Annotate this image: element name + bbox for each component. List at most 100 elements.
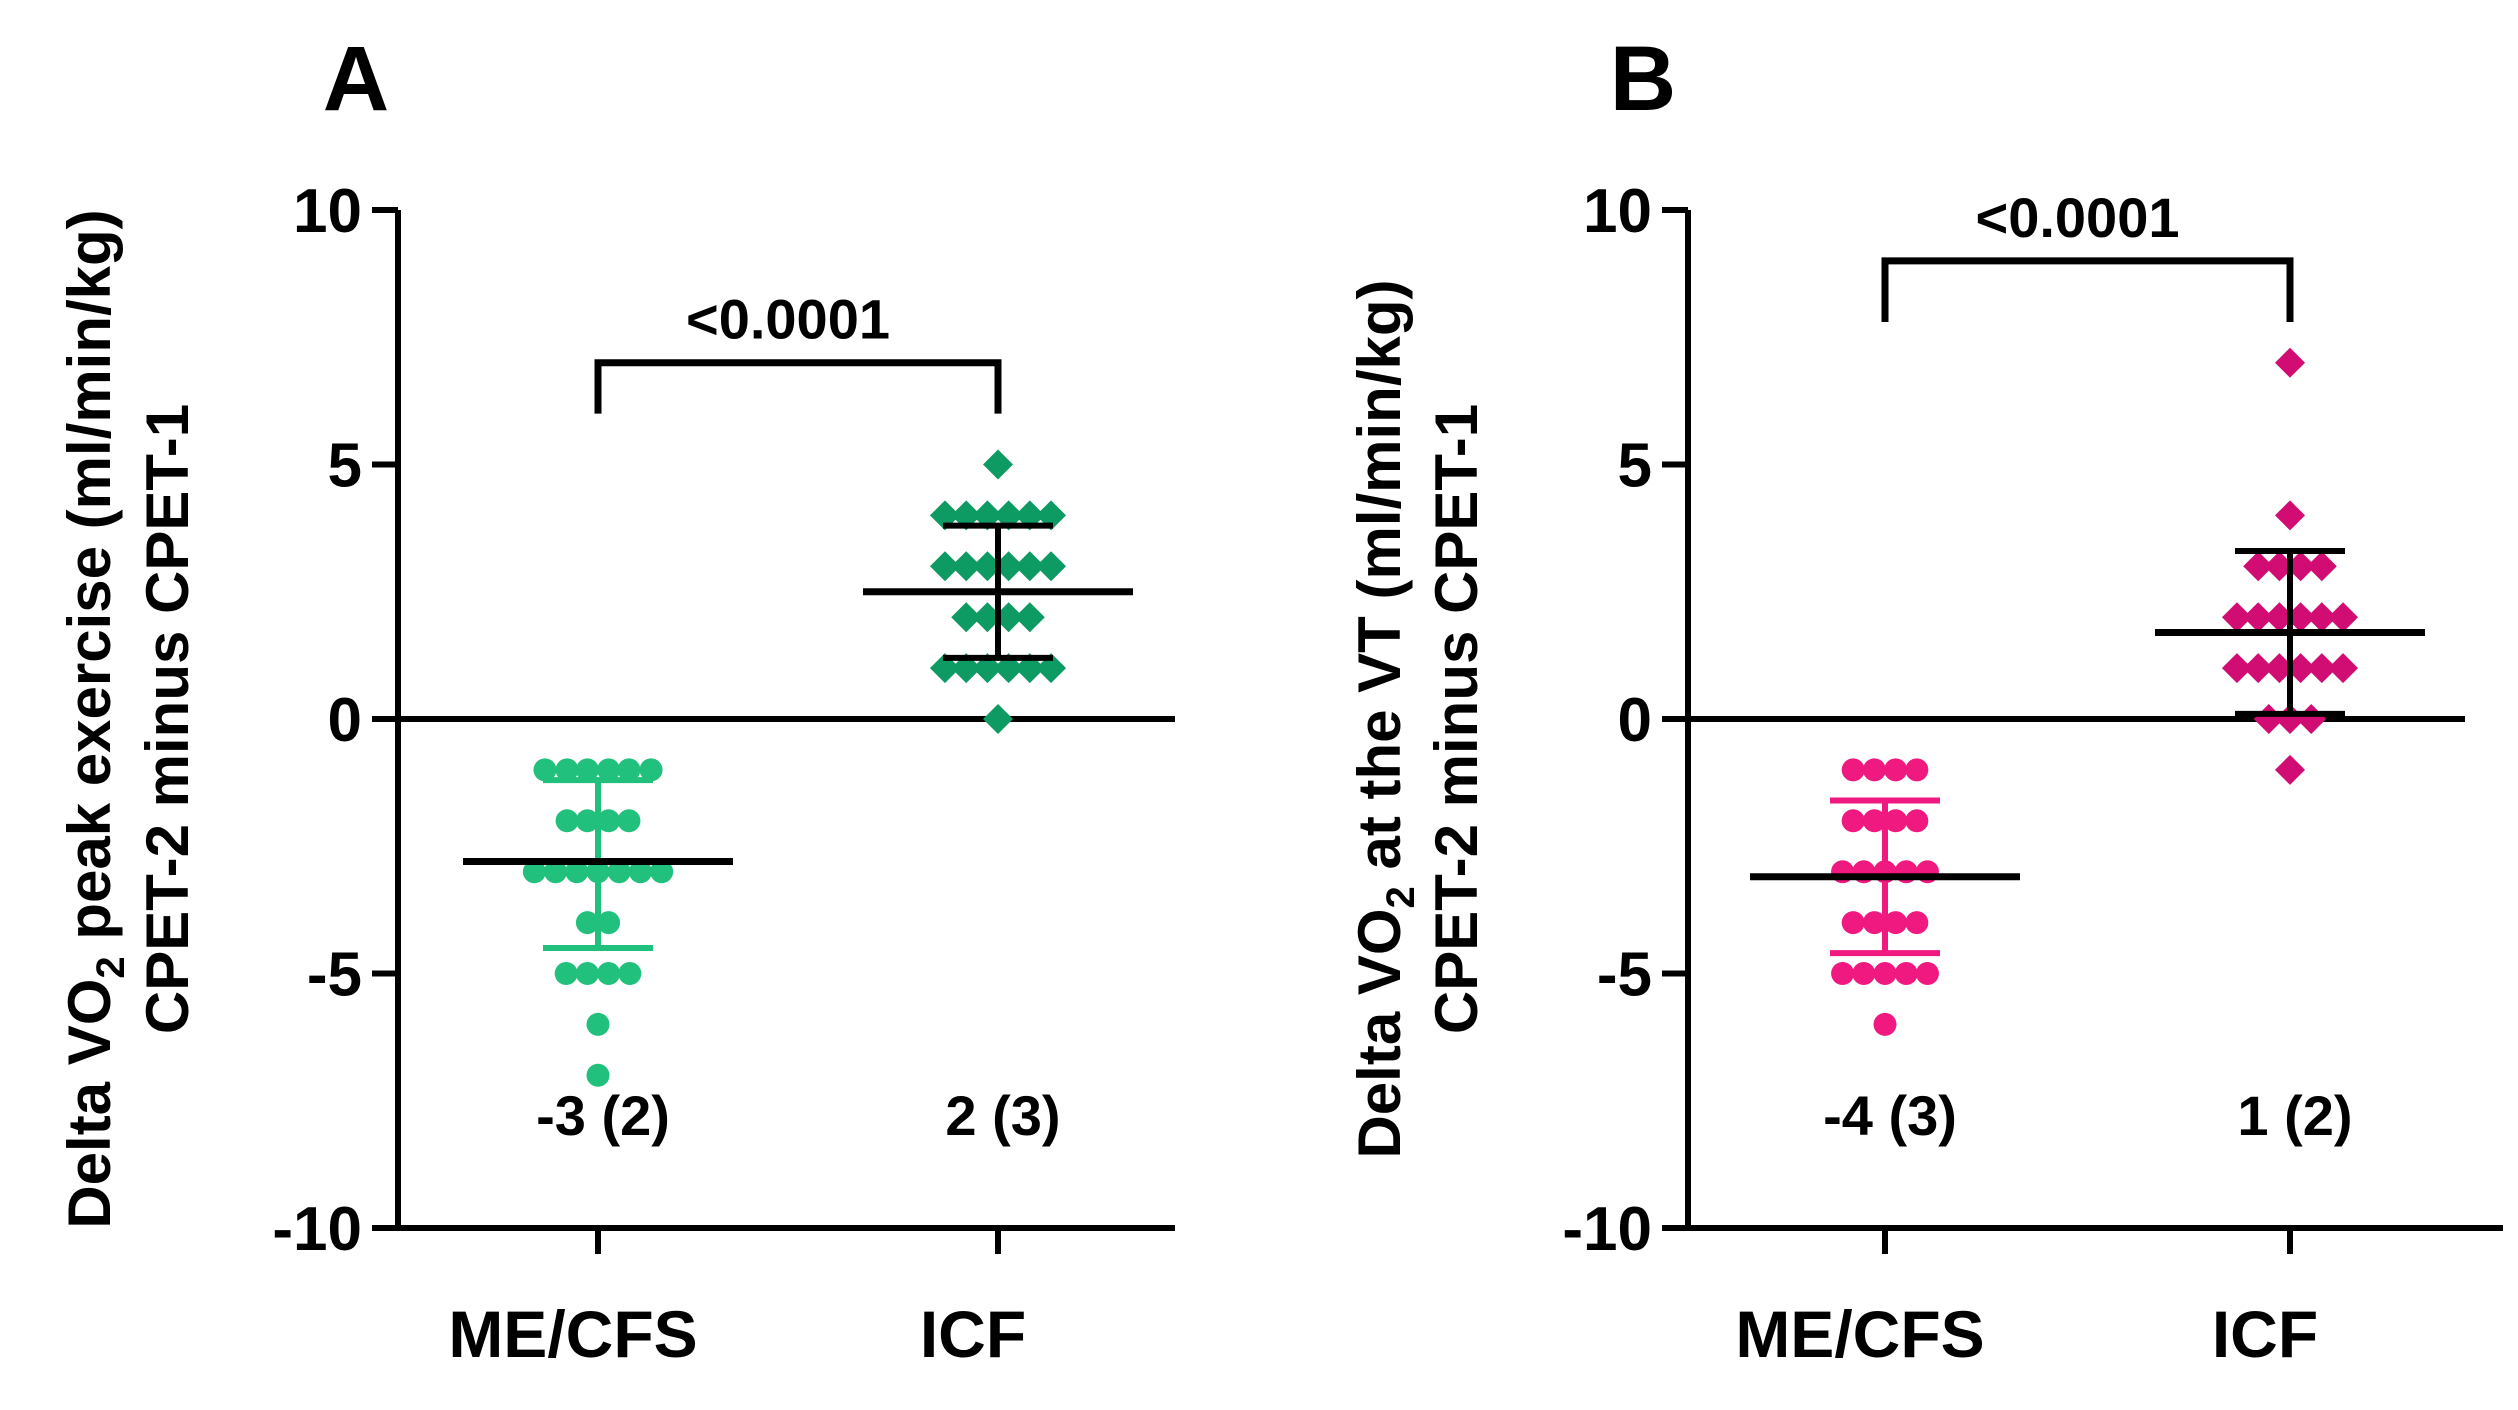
y-tick-label: 5 [328, 432, 362, 501]
data-point [1884, 809, 1908, 833]
data-point [972, 602, 1003, 633]
data-point [929, 551, 960, 582]
data-point [597, 758, 621, 782]
data-point [554, 962, 578, 985]
y-tick-label: 10 [1583, 177, 1652, 246]
data-point [951, 602, 982, 633]
data-point [628, 860, 652, 884]
x-category-label: ICF [2212, 1297, 2318, 1371]
data-point [650, 860, 674, 884]
data-point [586, 1063, 610, 1087]
data-point [1884, 758, 1908, 782]
panel-letter: B [1610, 28, 1676, 130]
data-point [1915, 962, 1939, 985]
data-point [1831, 962, 1855, 985]
data-point [983, 449, 1013, 480]
data-point [1014, 602, 1045, 633]
data-point [2264, 602, 2295, 633]
data-point [2296, 704, 2327, 734]
y-axis-title-line-1: Delta VO2 peak exercise (ml/min/kg) [56, 209, 133, 1228]
data-point [1852, 962, 1876, 985]
y-axis-title-subscript: 2 [1379, 886, 1423, 908]
data-point [993, 551, 1024, 582]
data-point [2285, 653, 2316, 684]
panel-letter: A [323, 28, 389, 130]
y-tick-label: 5 [1618, 432, 1652, 501]
y-tick-label: 0 [1618, 686, 1652, 755]
data-point [2275, 347, 2305, 378]
panel-a: A Delta VO2 peak exercise (ml/min/kg) CPET… [56, 28, 1175, 1371]
data-point [1905, 911, 1929, 935]
data-point [1873, 1012, 1897, 1036]
data-point [2264, 551, 2295, 582]
group-summary-label: 1 (2) [2237, 1084, 2352, 1147]
data-point [2306, 551, 2337, 582]
data-point [1841, 758, 1865, 782]
data-point [1894, 962, 1918, 985]
data-point [522, 860, 546, 884]
y-axis-title-prefix: Delta VO [1346, 908, 1413, 1158]
data-point [2328, 653, 2359, 684]
data-point [1014, 551, 1045, 582]
y-axis-title-suffix: at the VT (ml/min/kg) [1346, 279, 1413, 886]
data-point [1905, 758, 1929, 782]
data-point [533, 758, 557, 782]
data-point [555, 809, 579, 833]
data-point [972, 551, 1003, 582]
x-category-label: ME/CFS [448, 1297, 697, 1371]
data-point [617, 809, 641, 833]
group-summary-label: -4 (3) [1823, 1084, 1957, 1147]
data-point [1884, 911, 1908, 935]
data-point [2243, 551, 2274, 582]
data-point [575, 962, 599, 985]
data-point [1862, 809, 1886, 833]
data-point [993, 602, 1024, 633]
y-tick-label: -5 [1597, 941, 1652, 1010]
data-point [555, 758, 579, 782]
y-tick-label: -5 [307, 941, 362, 1010]
data-point [544, 860, 568, 884]
data-point [1873, 962, 1897, 985]
data-point [617, 758, 641, 782]
data-point [2328, 602, 2359, 633]
x-category-label: ME/CFS [1735, 1297, 1984, 1371]
data-point [2221, 602, 2252, 633]
y-tick-label: 0 [328, 686, 362, 755]
significance-bracket [594, 359, 1002, 414]
significance-bracket [1881, 257, 2294, 322]
data-point [597, 962, 621, 985]
data-point [2275, 500, 2305, 531]
data-point [2275, 754, 2305, 785]
data-point [2243, 653, 2274, 684]
data-point [565, 860, 589, 884]
data-point [1862, 758, 1886, 782]
y-axis-title-line-2: CPET-2 minus CPET-1 [1423, 404, 1490, 1034]
data-point [575, 758, 599, 782]
p-value-label: <0.0001 [1976, 186, 2180, 249]
y-axis-title-line-2: CPET-2 minus CPET-1 [134, 404, 201, 1034]
y-tick-label: 10 [293, 177, 362, 246]
data-point [1862, 911, 1886, 935]
data-point [575, 809, 599, 833]
x-category-label: ICF [920, 1297, 1026, 1371]
data-point [2306, 653, 2337, 684]
y-axis-title-subscript: 2 [89, 956, 133, 978]
group-summary-label: -3 (2) [536, 1084, 670, 1147]
data-point [2264, 653, 2295, 684]
data-point [607, 860, 631, 884]
data-point [2285, 551, 2316, 582]
data-point [983, 704, 1013, 734]
data-point [1841, 911, 1865, 935]
data-point [586, 1012, 610, 1036]
y-tick-label: -10 [272, 1195, 362, 1264]
y-axis-title-line-1: Delta VO2 at the VT (ml/min/kg) [1346, 279, 1423, 1158]
y-tick-label: -10 [1562, 1195, 1652, 1264]
data-point [2221, 653, 2252, 684]
data-point [2285, 602, 2316, 633]
p-value-label: <0.0001 [686, 288, 890, 351]
data-point [597, 911, 621, 935]
data-point [1036, 551, 1067, 582]
data-point [951, 551, 982, 582]
data-point [1841, 809, 1865, 833]
